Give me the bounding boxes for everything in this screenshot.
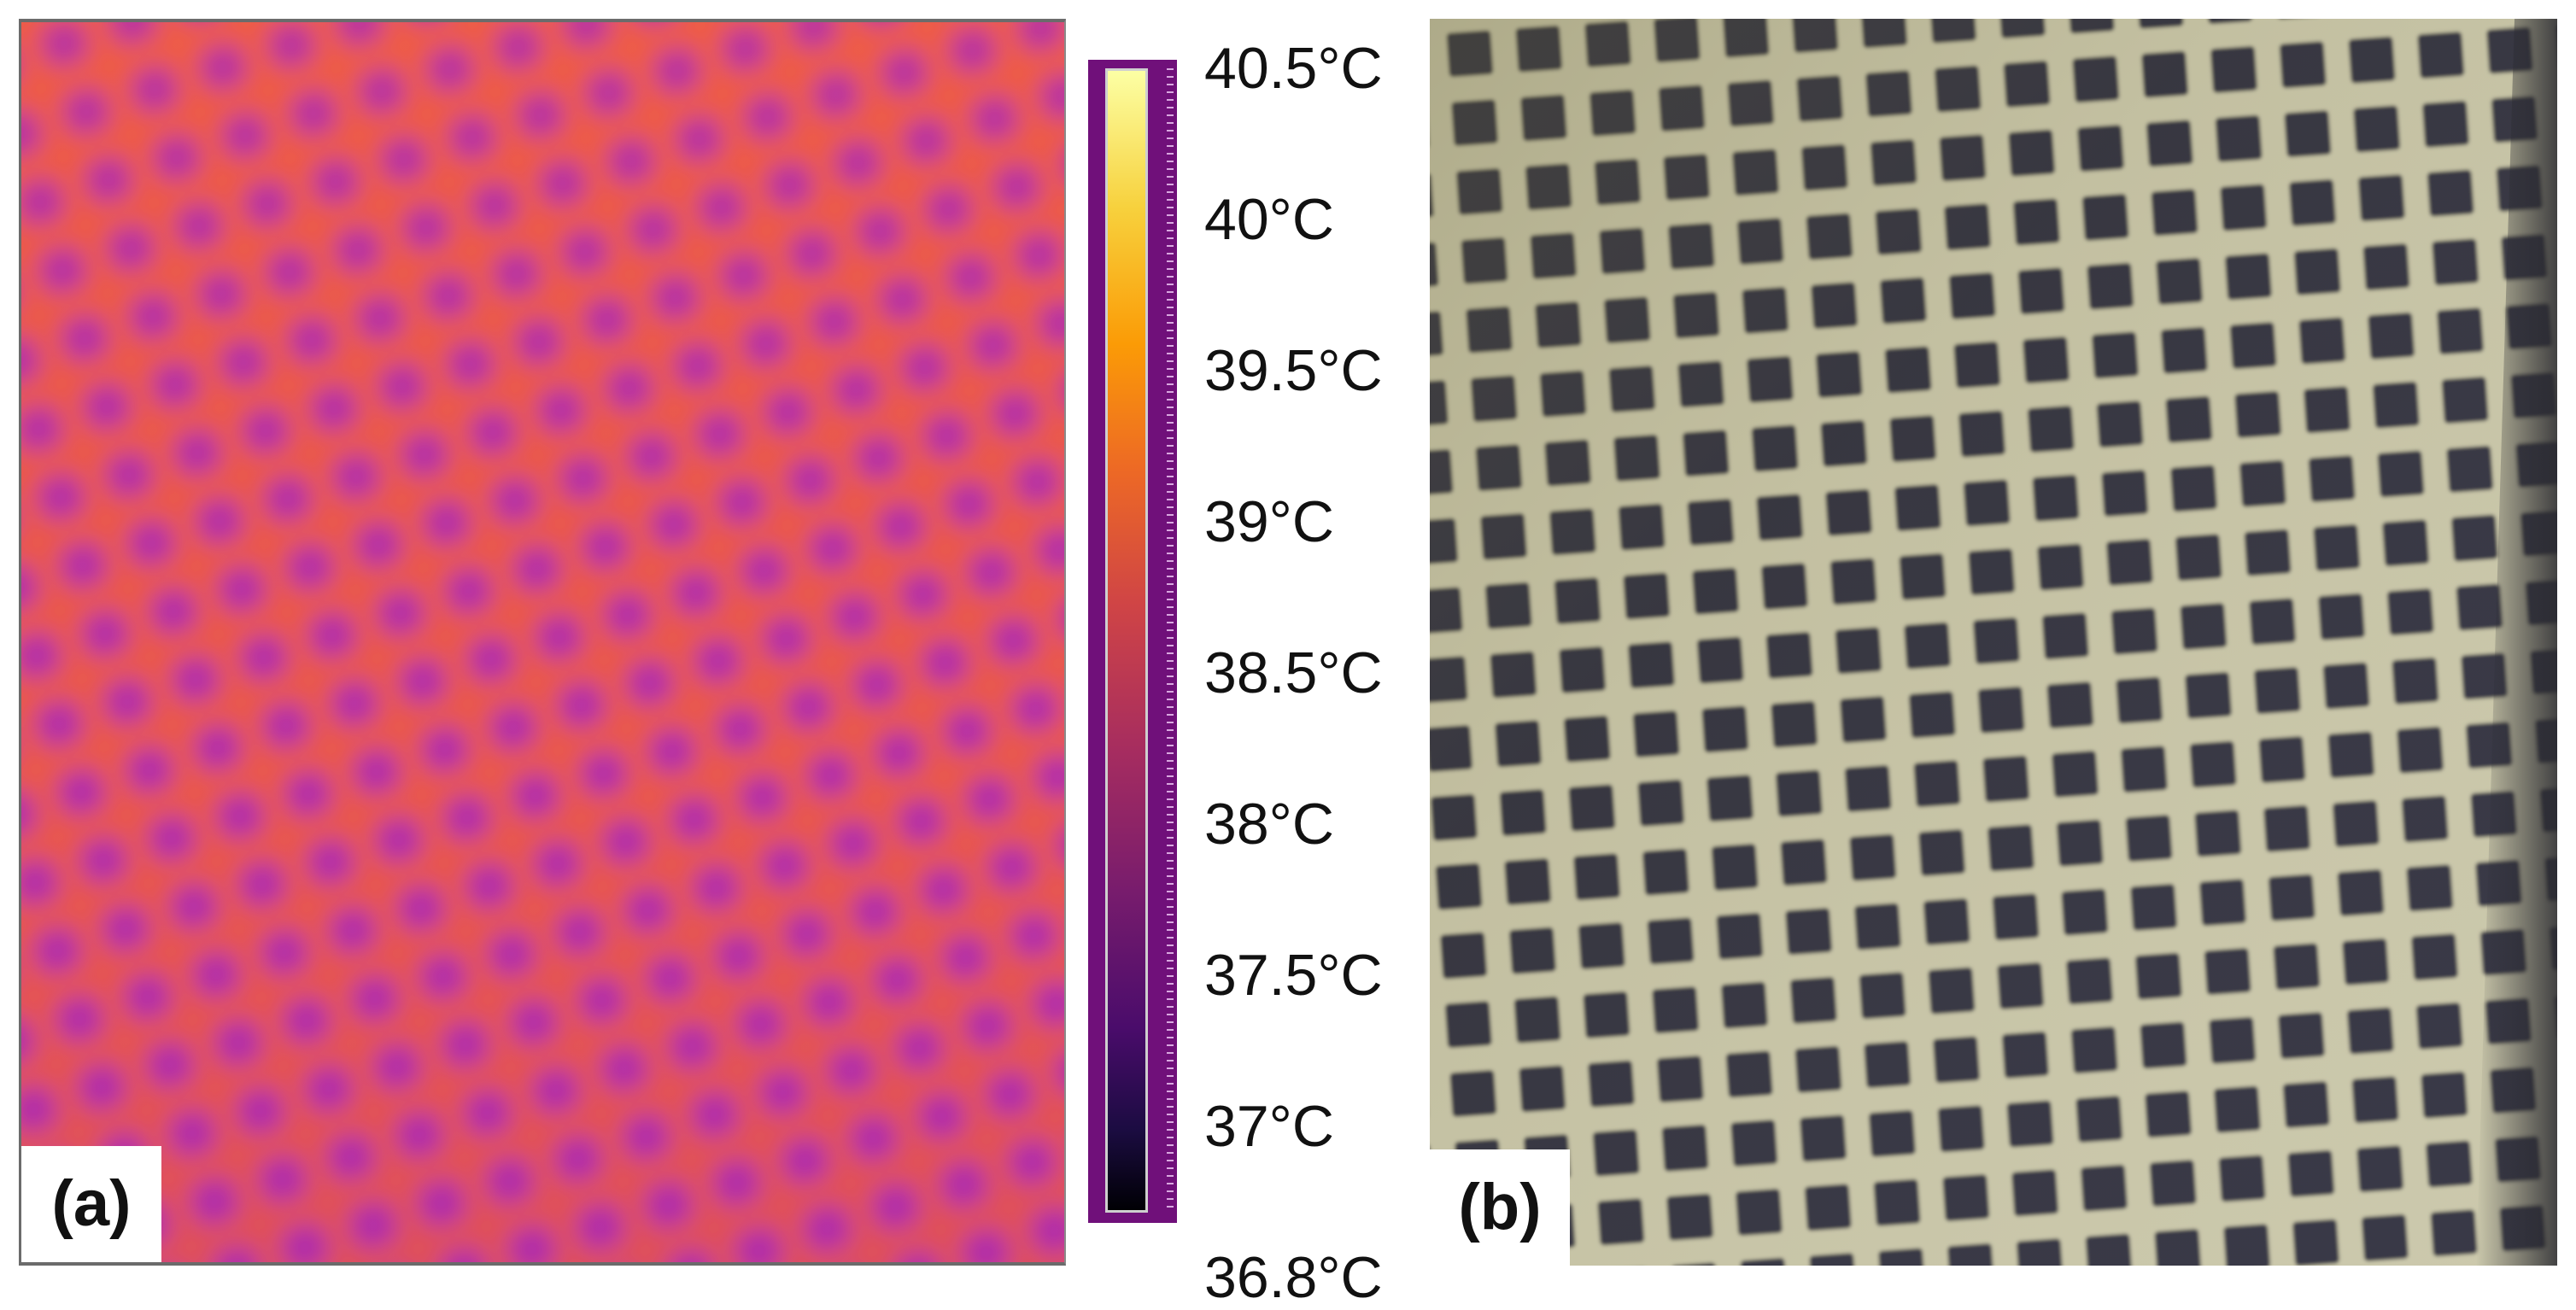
colorbar-label: 36.8°C bbox=[1204, 1245, 1383, 1310]
colorbar-label: 38°C bbox=[1204, 792, 1334, 857]
thermal-image-panel: (a) bbox=[19, 19, 1066, 1266]
panel-label-a: (a) bbox=[21, 1146, 161, 1262]
temperature-colorbar bbox=[1088, 60, 1177, 1223]
colorbar-label: 37°C bbox=[1204, 1094, 1334, 1159]
colorbar-label: 40.5°C bbox=[1204, 36, 1383, 101]
colorbar-label: 37.5°C bbox=[1204, 943, 1383, 1008]
colorbar-label: 38.5°C bbox=[1204, 640, 1383, 705]
thermal-image bbox=[21, 22, 1064, 1262]
colorbar-label: 39°C bbox=[1204, 489, 1334, 554]
colorbar-tick-marks bbox=[1167, 68, 1174, 1213]
optical-photo bbox=[1430, 19, 2557, 1266]
optical-photo-panel: (b) bbox=[1430, 19, 2557, 1266]
panel-label-b: (b) bbox=[1430, 1149, 1570, 1266]
colorbar-label: 39.5°C bbox=[1204, 338, 1383, 403]
colorbar-label: 40°C bbox=[1204, 187, 1334, 252]
colorbar-gradient bbox=[1105, 68, 1148, 1213]
